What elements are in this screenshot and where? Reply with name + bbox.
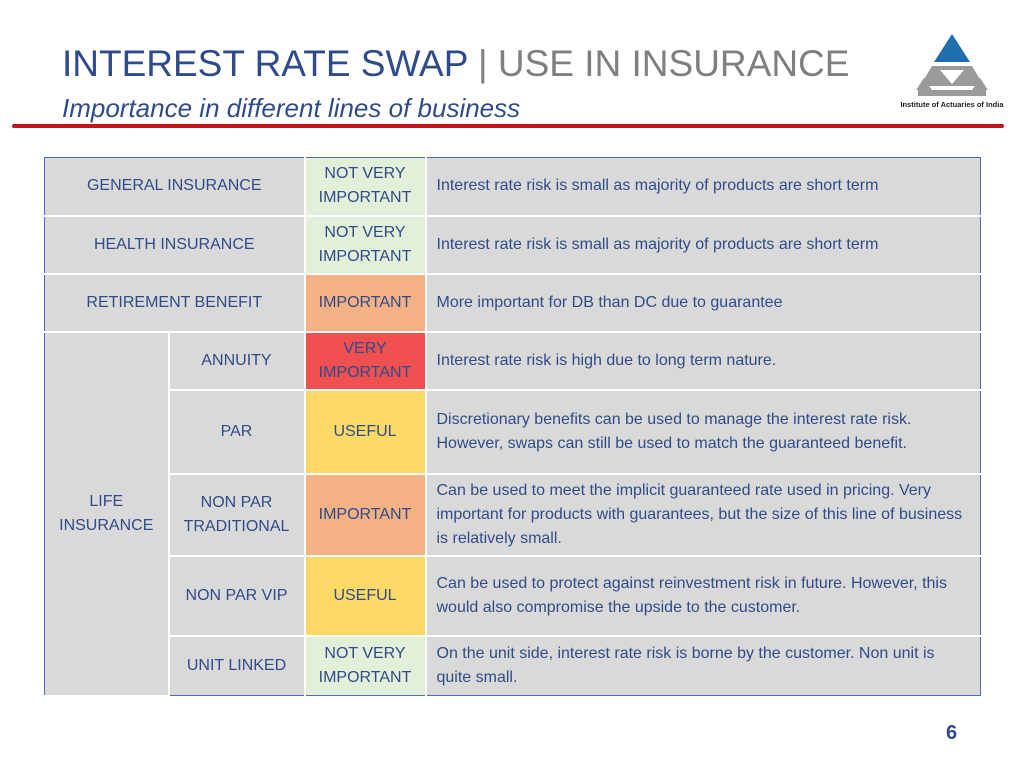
comment-cell: Interest rate risk is high due to long t… xyxy=(424,330,981,391)
comment-cell: On the unit side, interest rate risk is … xyxy=(424,634,981,696)
slide-subtitle: Importance in different lines of busines… xyxy=(62,93,521,123)
product-cell: NON PAR VIP xyxy=(167,554,306,637)
table-row: UNIT LINKED NOT VERY IMPORTANT On the un… xyxy=(45,634,981,696)
product-cell: ANNUITY xyxy=(167,330,306,391)
importance-cell: VERY IMPORTANT xyxy=(303,330,427,391)
business-cell: HEALTH INSURANCE xyxy=(44,214,306,275)
table-row: NON PAR VIP USEFUL Can be used to protec… xyxy=(45,554,981,637)
importance-cell: NOT VERY IMPORTANT xyxy=(303,634,427,696)
table-row: RETIREMENT BENEFIT IMPORTANT More import… xyxy=(44,272,981,333)
table-row: PAR USEFUL Discretionary benefits can be… xyxy=(45,388,981,475)
slide-title: INTEREST RATE SWAP | USE IN INSURANCE xyxy=(62,42,849,86)
importance-cell: IMPORTANT xyxy=(303,472,427,557)
title-divider xyxy=(12,124,1004,128)
table-row: GENERAL INSURANCE NOT VERY IMPORTANT Int… xyxy=(44,157,981,217)
logo-text: Institute of Actuaries of India xyxy=(900,100,1004,109)
institute-logo: Institute of Actuaries of India xyxy=(894,30,1010,114)
business-cell: RETIREMENT BENEFIT xyxy=(44,272,306,333)
product-cell: PAR xyxy=(167,388,306,475)
business-lines-table: GENERAL INSURANCE NOT VERY IMPORTANT Int… xyxy=(44,157,981,697)
table-row: HEALTH INSURANCE NOT VERY IMPORTANT Inte… xyxy=(44,214,981,275)
importance-cell: NOT VERY IMPORTANT xyxy=(303,214,427,275)
comment-cell: Can be used to protect against reinvestm… xyxy=(424,554,981,637)
comment-cell: Interest rate risk is small as majority … xyxy=(424,214,981,275)
product-cell: NON PAR TRADITIONAL xyxy=(167,472,306,557)
title-main: INTEREST RATE SWAP xyxy=(62,43,468,84)
product-cell: UNIT LINKED xyxy=(167,634,306,696)
title-sub: USE IN INSURANCE xyxy=(497,43,850,84)
logo-emblem-icon xyxy=(916,34,988,96)
comment-cell: Can be used to meet the implicit guarant… xyxy=(424,472,981,557)
comment-cell: Discretionary benefits can be used to ma… xyxy=(424,388,981,475)
importance-cell: USEFUL xyxy=(303,388,427,475)
importance-cell: USEFUL xyxy=(303,554,427,637)
page-number: 6 xyxy=(946,722,958,744)
importance-cell: NOT VERY IMPORTANT xyxy=(303,157,427,217)
comment-cell: More important for DB than DC due to gua… xyxy=(424,272,981,333)
title-separator: | xyxy=(477,43,488,84)
life-insurance-cell: LIFE INSURANCE xyxy=(44,330,170,697)
importance-cell: IMPORTANT xyxy=(303,272,427,333)
comment-cell: Interest rate risk is small as majority … xyxy=(424,157,981,217)
business-cell: GENERAL INSURANCE xyxy=(44,157,306,217)
table-row: NON PAR TRADITIONAL IMPORTANT Can be use… xyxy=(45,472,981,557)
table-row: LIFE INSURANCE ANNUITY VERY IMPORTANT In… xyxy=(44,330,981,697)
